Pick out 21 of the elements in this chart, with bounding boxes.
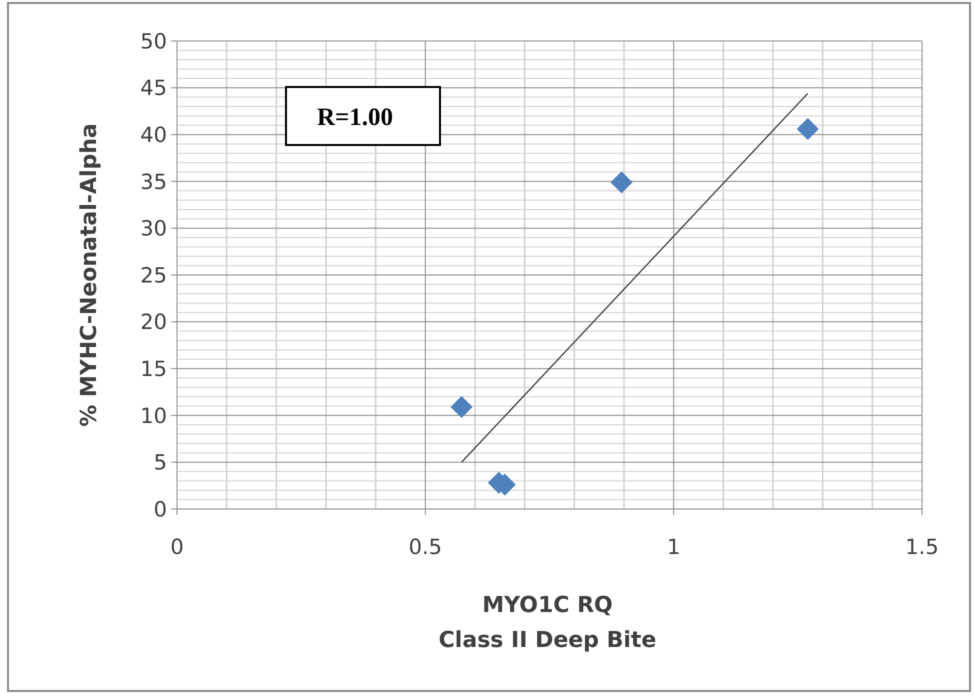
y-tick-label: 20 xyxy=(140,310,167,334)
y-tick-label: 0 xyxy=(154,497,167,522)
x-tick-label: 0 xyxy=(170,535,184,559)
x-tick-label: 0.5 xyxy=(408,535,442,559)
annotation: R=1.00 xyxy=(316,104,394,131)
y-tick-label: 25 xyxy=(140,263,167,288)
x-tick-label: 1.5 xyxy=(905,535,939,559)
y-axis-title: % MYHC-Neonatal-Alpha xyxy=(77,123,102,427)
y-tick-label: 40 xyxy=(140,122,167,147)
y-tick-label: 15 xyxy=(140,356,167,381)
y-tick-label: 10 xyxy=(140,404,167,428)
y-tick-label: 5 xyxy=(154,450,167,475)
point xyxy=(450,396,473,418)
point xyxy=(796,118,819,140)
y-tick-label: 50 xyxy=(140,29,167,54)
x-tick-label: 1 xyxy=(666,535,680,559)
point xyxy=(610,171,633,194)
y-tick-label: 35 xyxy=(140,170,167,194)
y-tick-label: 45 xyxy=(140,76,167,100)
y-tick-label: 30 xyxy=(140,216,167,241)
x-axis-title: MYO1C RQ Class II Deep Bite xyxy=(438,593,656,653)
